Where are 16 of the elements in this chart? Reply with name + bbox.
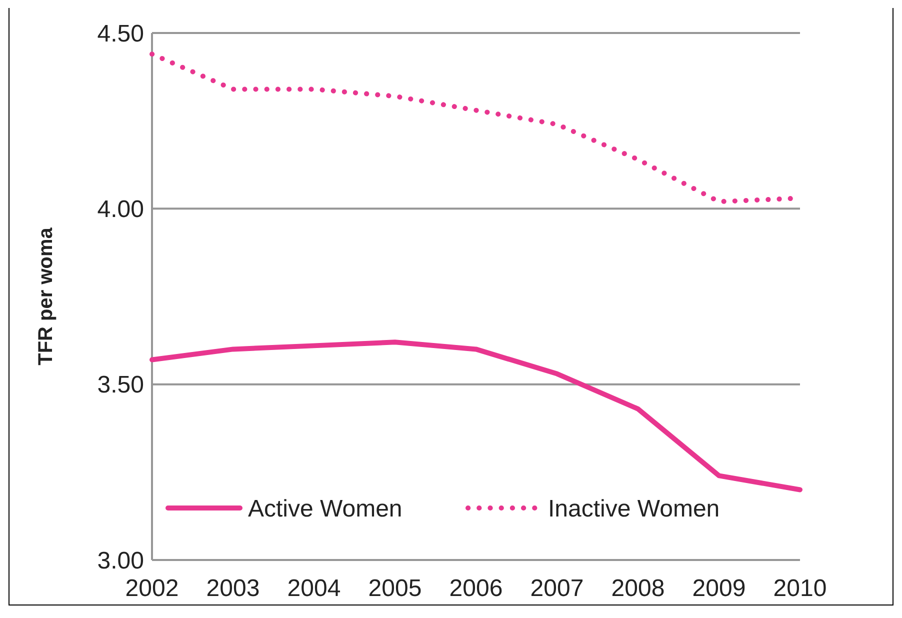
x-tick-label: 2010 — [773, 575, 827, 602]
x-tick-label: 2007 — [530, 575, 584, 602]
x-tick-label: 2008 — [611, 575, 665, 602]
y-axis-title: TFR per woma — [35, 226, 57, 366]
legend-label: Active Women — [248, 495, 402, 522]
y-tick-label: 3.00 — [97, 547, 144, 574]
x-tick-label: 2005 — [368, 575, 422, 602]
x-tick-label: 2006 — [449, 575, 503, 602]
x-tick-label: 2003 — [206, 575, 260, 602]
legend-label: Inactive Women — [548, 495, 720, 522]
y-tick-label: 3.50 — [97, 372, 144, 399]
y-tick-label: 4.00 — [97, 196, 144, 224]
x-tick-label: 2002 — [125, 575, 179, 602]
x-tick-label: 2009 — [692, 575, 746, 602]
y-tick-label: 4.50 — [97, 20, 144, 48]
x-tick-label: 2004 — [287, 575, 341, 602]
